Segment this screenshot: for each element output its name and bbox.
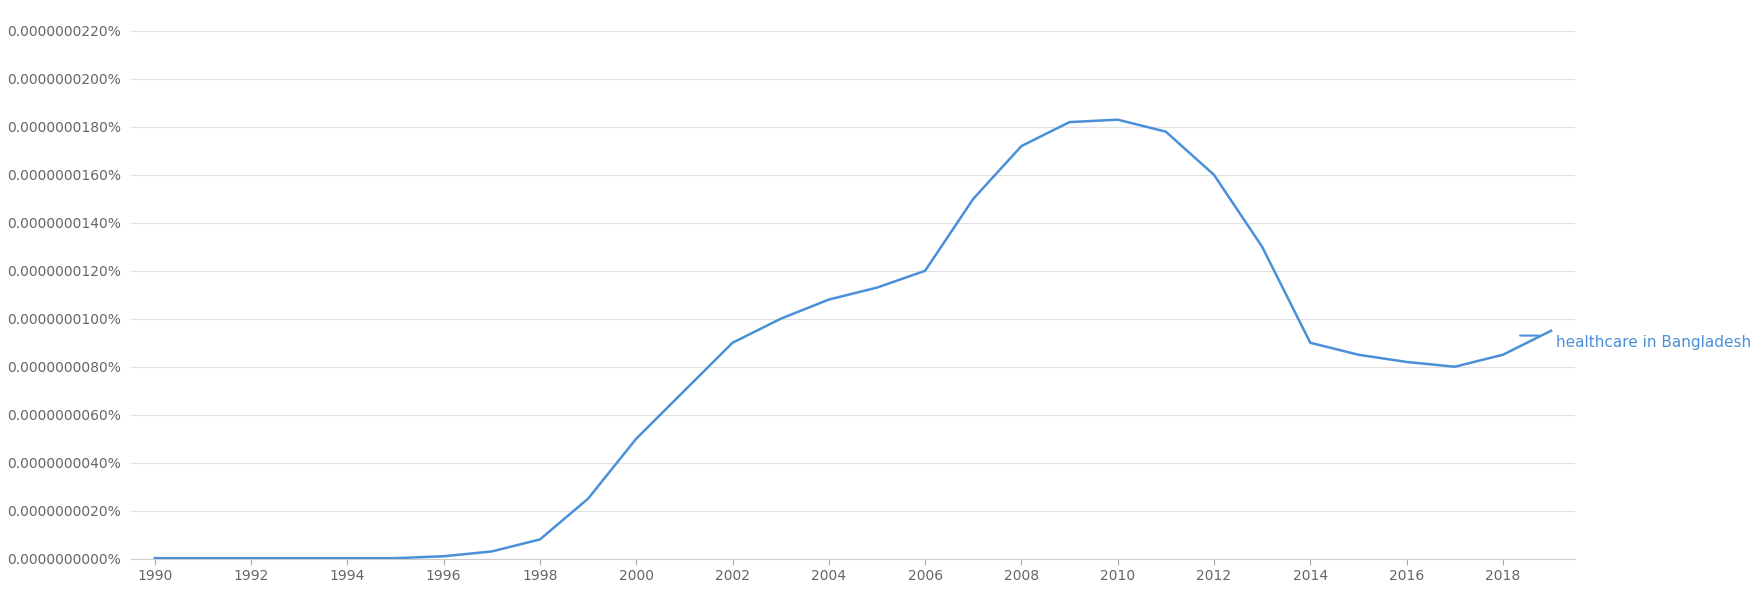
Text: healthcare in Bangladesh: healthcare in Bangladesh — [1557, 335, 1750, 350]
